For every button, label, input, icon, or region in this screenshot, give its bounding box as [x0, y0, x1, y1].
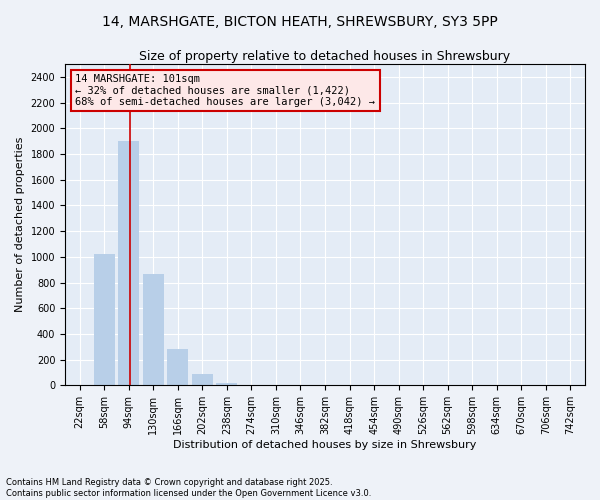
- Bar: [94, 254, 115, 386]
- Title: Size of property relative to detached houses in Shrewsbury: Size of property relative to detached ho…: [139, 50, 511, 63]
- Text: Contains HM Land Registry data © Crown copyright and database right 2025.
Contai: Contains HM Land Registry data © Crown c…: [6, 478, 371, 498]
- Y-axis label: Number of detached properties: Number of detached properties: [15, 137, 25, 312]
- Bar: [118, 141, 139, 386]
- Text: 14 MARSHGATE: 101sqm
← 32% of detached houses are smaller (1,422)
68% of semi-de: 14 MARSHGATE: 101sqm ← 32% of detached h…: [76, 74, 376, 107]
- X-axis label: Distribution of detached houses by size in Shrewsbury: Distribution of detached houses by size …: [173, 440, 477, 450]
- Bar: [217, 383, 238, 386]
- Text: 14, MARSHGATE, BICTON HEATH, SHREWSBURY, SY3 5PP: 14, MARSHGATE, BICTON HEATH, SHREWSBURY,…: [102, 15, 498, 29]
- Bar: [167, 350, 188, 386]
- Bar: [143, 274, 164, 386]
- Bar: [241, 384, 262, 386]
- Bar: [192, 374, 213, 386]
